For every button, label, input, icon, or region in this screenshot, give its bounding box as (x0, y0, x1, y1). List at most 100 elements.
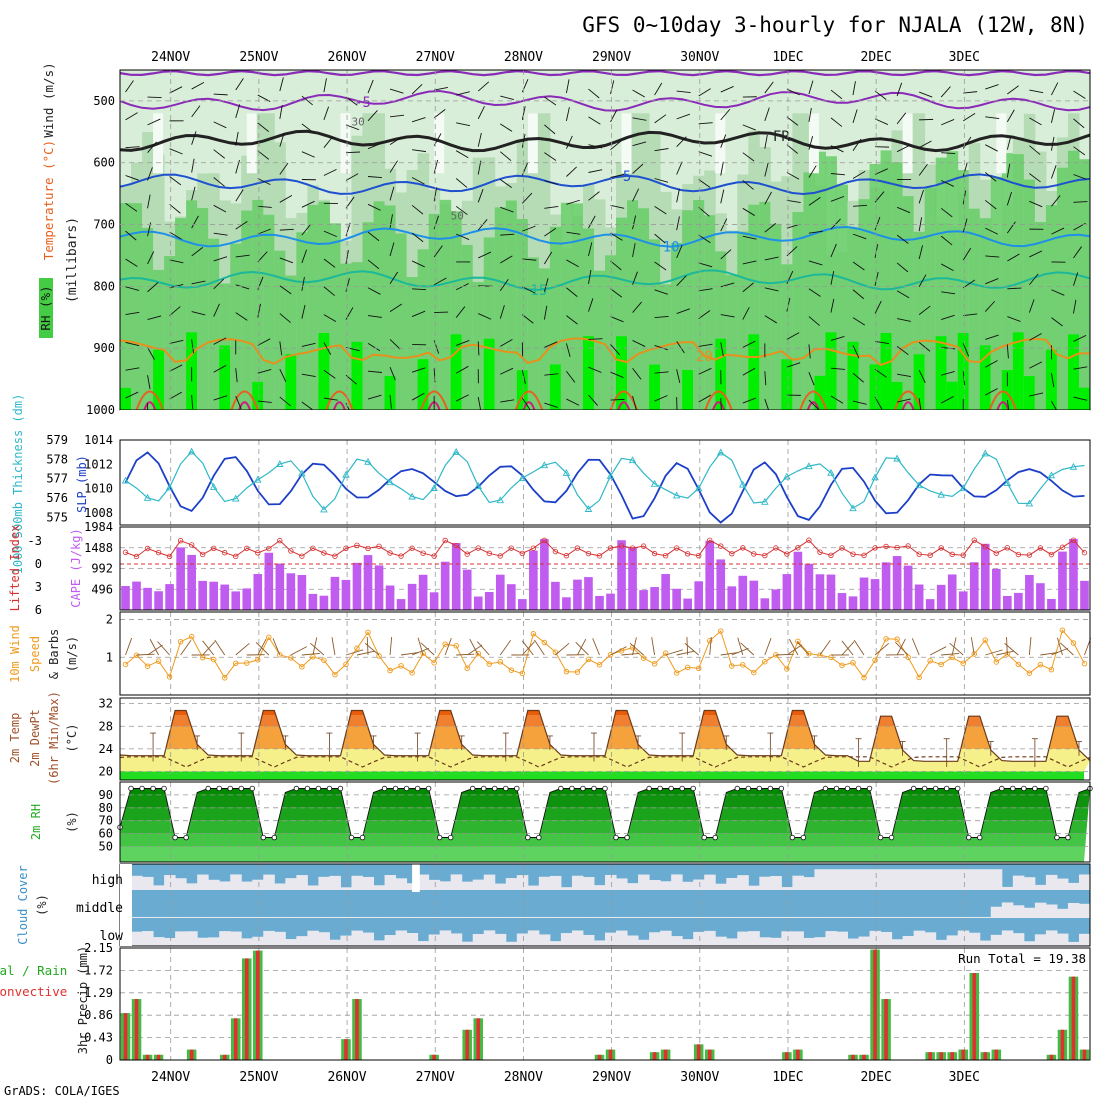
wind-barb (257, 251, 268, 263)
isotherm-line (712, 401, 725, 410)
wind-barb (929, 646, 947, 656)
cloud-cell (582, 916, 595, 918)
wind-barb (257, 638, 267, 656)
wind-barb (411, 117, 426, 123)
cape-bar (319, 595, 329, 610)
wind-barb (1007, 85, 1019, 95)
wind-barb (301, 401, 314, 411)
rh-cell (362, 222, 375, 410)
cloud-cell (483, 930, 496, 946)
wind-barb (665, 649, 684, 656)
wind-barb (737, 637, 744, 656)
wind-barb (577, 638, 587, 656)
cloud-cell (726, 938, 738, 946)
wind-barb (830, 243, 837, 258)
wind-barb (588, 242, 593, 257)
cloud-cell (1023, 877, 1036, 890)
wind-barb (962, 112, 976, 122)
cloud-cell (395, 878, 408, 890)
rh-cell (582, 228, 595, 410)
cloud-cell (726, 877, 738, 890)
wind-barb (610, 140, 622, 151)
date-label-bottom: 28NOV (504, 1070, 543, 1085)
wind-barb (985, 255, 1000, 258)
wind-speed-marker (442, 641, 448, 647)
wind-barb (1004, 643, 1019, 656)
wind-speed-marker (199, 654, 206, 661)
wind-barb (830, 218, 841, 230)
wind-barb (720, 314, 735, 318)
wind-barb (1073, 118, 1085, 129)
wind-speed-marker (662, 650, 669, 656)
li-marker (177, 538, 184, 544)
thickness-marker (1003, 479, 1012, 487)
li-marker (684, 551, 691, 557)
cloud-cell (208, 937, 220, 946)
cloud-cell (693, 879, 705, 890)
slp-tick-label: 1012 (84, 457, 113, 471)
rh-marker (536, 834, 542, 841)
slp-thickness-panel: 1008 1010 1012 1014 575 576 577 578 579 1000-500m… (11, 394, 1091, 574)
wind-barb (147, 141, 157, 153)
rh-cell (847, 228, 860, 410)
precip-convective-bar (608, 1049, 613, 1060)
thickness-marker (783, 472, 791, 480)
date-label-bottom: 3DEC (949, 1070, 980, 1085)
wind-barb (456, 340, 470, 346)
rh-cell (814, 151, 826, 410)
rh-cell (219, 345, 231, 410)
wind-barb (191, 280, 206, 285)
cape-bar (881, 562, 891, 610)
wind-barb (389, 160, 398, 173)
rh-cell (946, 381, 959, 410)
wind-barb (874, 272, 879, 286)
rh-cell (560, 202, 573, 410)
cape-bar (341, 579, 351, 610)
cloud-cell (847, 938, 860, 946)
wind-barb (764, 223, 777, 233)
cloud-cell (770, 875, 782, 890)
cloud-level-label: middle (76, 901, 123, 916)
wind-barb (279, 194, 293, 203)
wind-barb (918, 342, 931, 352)
cloud-cell (803, 916, 815, 918)
rh-dry-patch (434, 113, 445, 174)
li-marker (508, 545, 515, 551)
rh-cell (296, 232, 308, 410)
rh-marker (425, 785, 432, 792)
cloud-cell (538, 934, 551, 946)
rh-marker (955, 785, 961, 792)
wind-barb (1050, 373, 1055, 388)
wind-barb (830, 336, 845, 341)
temp-tick-label: 20 (99, 765, 113, 779)
cloud-cell (516, 875, 529, 890)
wind-barb (698, 343, 713, 347)
wind-barb (323, 168, 337, 176)
rh-cell (913, 354, 926, 410)
li-marker (387, 550, 393, 556)
cape-tick-label: 1488 (84, 541, 113, 555)
slp-line (124, 451, 1085, 524)
wind-barb (896, 290, 910, 299)
wind-barb (213, 232, 228, 236)
wind-barb (389, 186, 395, 201)
wind-barb (940, 235, 953, 246)
wind-barb (970, 637, 975, 656)
rh-cell (726, 274, 738, 410)
cape-bar (716, 559, 726, 610)
rh-marker (514, 785, 520, 792)
cloud-cell (329, 939, 341, 946)
wind-barb (411, 232, 424, 243)
rh-dry-patch (808, 113, 819, 174)
wind-barb (433, 159, 439, 174)
wind-barb (632, 271, 638, 285)
cloud-cell (847, 916, 860, 918)
wind-speed-marker (486, 661, 493, 667)
isotherm-line (901, 401, 915, 410)
wind-barb (896, 206, 911, 214)
wind-speed-marker (740, 662, 746, 668)
thickness-tick-label: 576 (46, 491, 68, 505)
wind-barb (434, 311, 449, 314)
rh-cell (175, 218, 187, 410)
cloud-cell (605, 874, 617, 890)
